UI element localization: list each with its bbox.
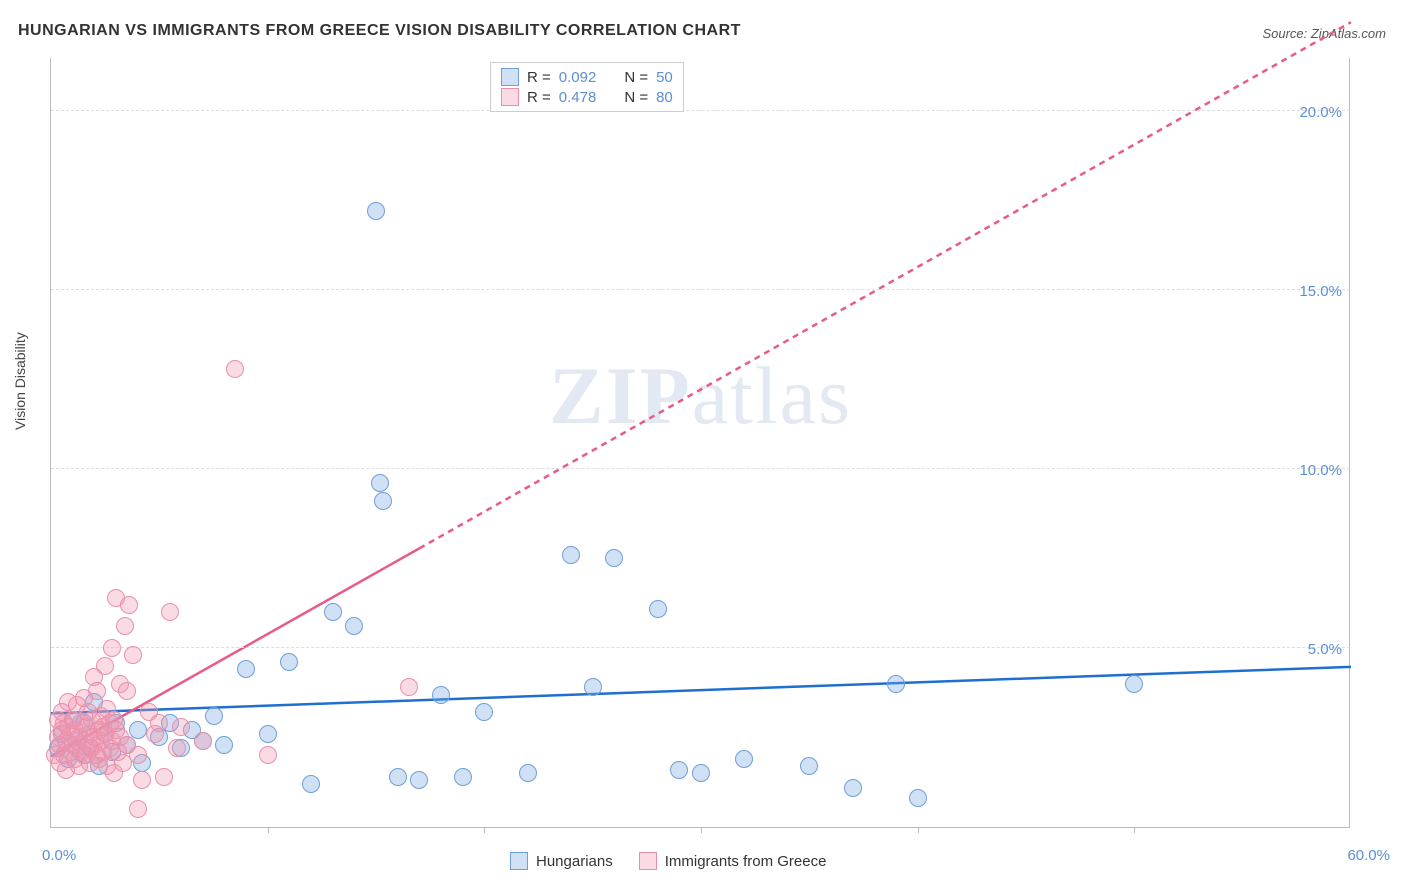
legend-r-value: 0.478: [559, 89, 597, 106]
scatter-point-hungarians: [1125, 675, 1143, 693]
plot-right-border: [1349, 58, 1350, 827]
x-axis-origin-label: 0.0%: [42, 847, 76, 864]
scatter-point-greece: [129, 746, 147, 764]
scatter-point-hungarians: [374, 492, 392, 510]
scatter-point-hungarians: [410, 771, 428, 789]
scatter-point-hungarians: [605, 549, 623, 567]
scatter-point-greece: [118, 682, 136, 700]
scatter-point-hungarians: [454, 768, 472, 786]
legend-swatch: [510, 852, 528, 870]
x-tick: [701, 827, 702, 833]
x-tick: [268, 827, 269, 833]
correlation-legend-row: R = 0.092 N = 50: [501, 67, 673, 87]
scatter-point-greece: [96, 657, 114, 675]
series-legend-item: Hungarians: [510, 852, 613, 870]
watermark-bold: ZIP: [549, 350, 692, 441]
scatter-point-hungarians: [562, 546, 580, 564]
scatter-point-greece: [129, 800, 147, 818]
scatter-point-hungarians: [909, 789, 927, 807]
scatter-point-hungarians: [205, 707, 223, 725]
scatter-point-hungarians: [371, 474, 389, 492]
scatter-point-hungarians: [519, 764, 537, 782]
x-tick: [484, 827, 485, 833]
legend-n-value: 80: [656, 89, 673, 106]
scatter-point-greece: [161, 603, 179, 621]
source-attribution: Source: ZipAtlas.com: [1262, 26, 1386, 41]
scatter-point-hungarians: [237, 660, 255, 678]
source-prefix: Source:: [1262, 26, 1310, 41]
watermark-light: atlas: [692, 350, 852, 441]
y-axis-label: Vision Disability: [12, 332, 28, 430]
legend-r-label: R =: [527, 89, 551, 106]
scatter-point-hungarians: [735, 750, 753, 768]
scatter-point-greece: [88, 682, 106, 700]
chart-container: HUNGARIAN VS IMMIGRANTS FROM GREECE VISI…: [0, 0, 1406, 892]
scatter-point-hungarians: [475, 703, 493, 721]
watermark: ZIPatlas: [549, 349, 852, 443]
scatter-point-hungarians: [844, 779, 862, 797]
scatter-point-greece: [103, 639, 121, 657]
scatter-point-hungarians: [389, 768, 407, 786]
scatter-point-greece: [124, 646, 142, 664]
y-tick-label: 20.0%: [1299, 104, 1342, 121]
scatter-point-greece: [259, 746, 277, 764]
scatter-point-greece: [155, 768, 173, 786]
gridline: [51, 289, 1350, 290]
trend-lines-layer: [51, 58, 1350, 827]
scatter-point-greece: [226, 360, 244, 378]
scatter-point-hungarians: [800, 757, 818, 775]
series-legend-label: Immigrants from Greece: [665, 853, 827, 870]
x-tick: [1134, 827, 1135, 833]
scatter-point-hungarians: [280, 653, 298, 671]
scatter-point-hungarians: [432, 686, 450, 704]
plot-area: ZIPatlas 5.0% 10.0% 15.0% 20.0%: [50, 58, 1350, 828]
legend-swatch: [639, 852, 657, 870]
legend-n-value: 50: [656, 69, 673, 86]
scatter-point-hungarians: [692, 764, 710, 782]
gridline: [51, 647, 1350, 648]
legend-n-label: N =: [624, 89, 648, 106]
correlation-legend: R = 0.092 N = 50 R = 0.478 N = 80: [490, 62, 684, 112]
scatter-point-greece: [194, 732, 212, 750]
legend-n-label: N =: [624, 69, 648, 86]
legend-r-value: 0.092: [559, 69, 597, 86]
y-tick-label: 10.0%: [1299, 462, 1342, 479]
scatter-point-hungarians: [215, 736, 233, 754]
scatter-point-hungarians: [649, 600, 667, 618]
series-legend-label: Hungarians: [536, 853, 613, 870]
scatter-point-hungarians: [302, 775, 320, 793]
series-legend: Hungarians Immigrants from Greece: [510, 852, 826, 870]
legend-swatch: [501, 88, 519, 106]
scatter-point-greece: [133, 771, 151, 789]
scatter-point-hungarians: [887, 675, 905, 693]
scatter-point-hungarians: [584, 678, 602, 696]
source-name: ZipAtlas.com: [1311, 26, 1386, 41]
scatter-point-greece: [400, 678, 418, 696]
x-axis-max-label: 60.0%: [1347, 847, 1390, 864]
scatter-point-hungarians: [345, 617, 363, 635]
legend-swatch: [501, 68, 519, 86]
legend-r-label: R =: [527, 69, 551, 86]
scatter-point-greece: [120, 596, 138, 614]
correlation-legend-row: R = 0.478 N = 80: [501, 87, 673, 107]
scatter-point-hungarians: [367, 202, 385, 220]
scatter-point-greece: [172, 718, 190, 736]
gridline: [51, 110, 1350, 111]
y-tick-label: 15.0%: [1299, 283, 1342, 300]
x-tick: [918, 827, 919, 833]
gridline: [51, 468, 1350, 469]
scatter-point-hungarians: [259, 725, 277, 743]
scatter-point-greece: [116, 617, 134, 635]
chart-title: HUNGARIAN VS IMMIGRANTS FROM GREECE VISI…: [18, 22, 741, 40]
scatter-point-hungarians: [324, 603, 342, 621]
scatter-point-greece: [150, 714, 168, 732]
y-tick-label: 5.0%: [1308, 641, 1342, 658]
series-legend-item: Immigrants from Greece: [639, 852, 827, 870]
scatter-point-hungarians: [670, 761, 688, 779]
scatter-point-greece: [168, 739, 186, 757]
